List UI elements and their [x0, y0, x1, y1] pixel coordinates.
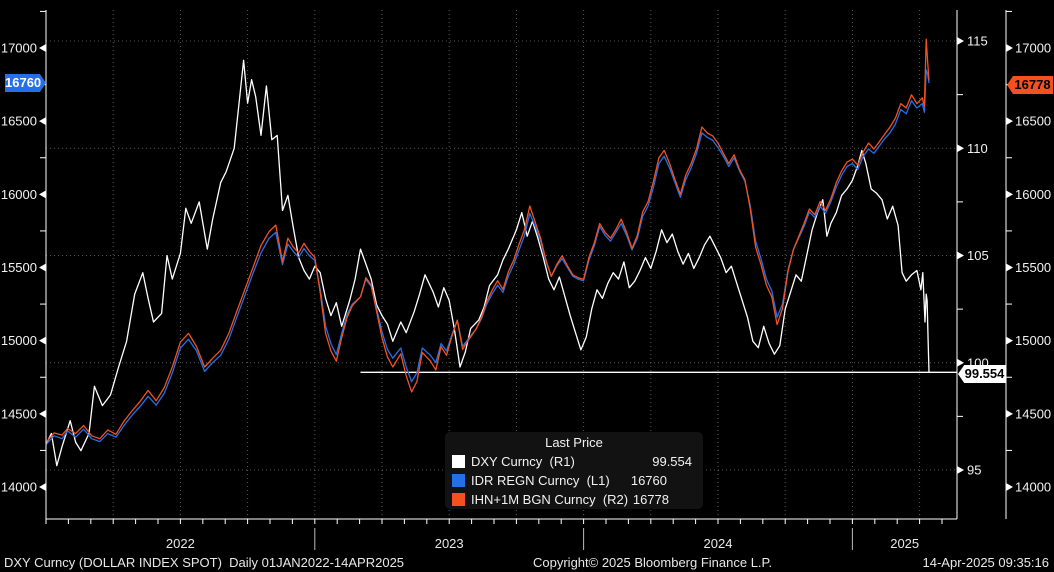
right-axis-r2-label: 14000 [1015, 480, 1051, 495]
right-axis-r1-tick-arrow [957, 251, 964, 260]
legend-series-value: 99.554 [652, 454, 692, 469]
right-axis-r2-tick-arrow [1006, 483, 1013, 491]
legend-swatch [452, 493, 465, 506]
legend-title: Last Price [545, 435, 603, 450]
legend-series-value: 16778 [632, 492, 669, 507]
left-axis-tick-arrow [39, 44, 46, 52]
legend-row[interactable]: IDR REGN Curncy (L1) 16760 [445, 471, 703, 490]
legend-series-label: IDR REGN Curncy (L1) [471, 473, 610, 488]
series-ihn+1m [45, 38, 930, 443]
footer-security-description: DXY Curncy (DOLLAR INDEX SPOT) Daily 01J… [4, 555, 405, 570]
left-axis-tick-arrow [39, 483, 46, 491]
right-axis-r1-tick-arrow [957, 466, 964, 474]
left-axis-label: 15500 [1, 260, 37, 275]
x-axis-year-label: 2024 [703, 536, 733, 551]
x-axis-year-label: 2022 [165, 536, 195, 551]
right-axis-r2-label: 15000 [1015, 333, 1051, 348]
right-axis-r2-label: 14500 [1015, 406, 1051, 421]
left-axis-last-price-badge-idr: 16760 [5, 74, 46, 92]
left-axis-tick-arrow [39, 263, 46, 272]
right-axis-r2-label: 15500 [1015, 260, 1051, 275]
footer-copyright: Copyright© 2025 Bloomberg Finance L.P. [533, 555, 773, 570]
left-axis-tick-arrow [39, 409, 46, 418]
legend-series-value: 16760 [630, 473, 667, 488]
right-axis-r2-tick-arrow [1006, 263, 1013, 272]
left-axis-label: 15000 [1, 333, 37, 348]
legend-rows: DXY Curncy (R1) 99.554 IDR REGN Curncy (L1… [445, 452, 703, 509]
right-axis-r1-tick-arrow [957, 358, 964, 367]
right-axis-r2-tick-arrow [1006, 336, 1013, 345]
right-axis-r2-label: 16500 [1015, 114, 1051, 129]
legend-swatch [452, 474, 465, 487]
chart-legend[interactable]: Last Price DXY Curncy (R1) 99.554 IDR REGN… [445, 432, 703, 509]
x-axis-year-label: 2023 [434, 536, 464, 551]
legend-swatch [452, 455, 465, 468]
right-axis-r1-label: 115 [967, 34, 988, 49]
left-axis-label: 16500 [1, 114, 37, 129]
right-axis-r1-label: 105 [967, 248, 989, 263]
legend-row[interactable]: DXY Curncy (R1) 99.554 [445, 452, 703, 471]
right-axis-r2-tick-arrow [1006, 117, 1013, 126]
right-axis-r1-tick-arrow [957, 144, 964, 153]
legend-series-label: DXY Curncy (R1) [471, 454, 575, 469]
right-axis-last-price-badge-dxy: 99.554 [958, 365, 1006, 383]
left-axis-label: 14000 [1, 480, 37, 495]
right-axis-r2-label: 17000 [1015, 41, 1051, 56]
right-axis-r2-tick-arrow [1006, 44, 1013, 52]
right-axis-r1-label: 95 [967, 463, 981, 478]
left-axis-label: 17000 [1, 41, 37, 56]
left-axis-label: 16000 [1, 187, 37, 202]
series-idr [45, 69, 930, 446]
left-axis-label: 14500 [1, 406, 37, 421]
legend-series-label: IHN+1M BGN Curncy (R2) [471, 492, 629, 507]
right-axis-r2-tick-arrow [1006, 190, 1013, 199]
right-axis-r1-label: 110 [967, 141, 988, 156]
x-axis-year-label: 2025 [890, 536, 920, 551]
chart-footer: DXY Curncy (DOLLAR INDEX SPOT) Daily 01J… [0, 554, 1054, 572]
series-dxy [45, 59, 930, 467]
right-axis-r1-tick-arrow [957, 37, 964, 45]
right-axis-r2-tick-arrow [1006, 409, 1013, 418]
legend-row[interactable]: IHN+1M BGN Curncy (R2) 16778 [445, 490, 703, 509]
right-axis-last-price-badge-ihn: 16778 [1007, 76, 1053, 94]
left-axis-tick-arrow [39, 117, 46, 126]
left-axis-tick-arrow [39, 190, 46, 199]
right-axis-r2-label: 16000 [1015, 187, 1051, 202]
footer-timestamp: 14-Apr-2025 09:35:16 [922, 555, 1049, 570]
left-axis-tick-arrow [39, 336, 46, 345]
